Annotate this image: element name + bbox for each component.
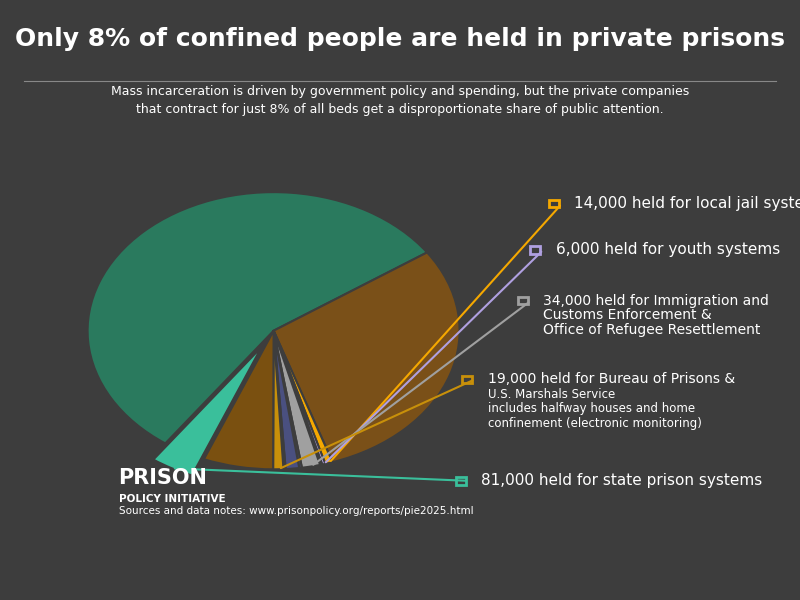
Text: 81,000 held for state prison systems: 81,000 held for state prison systems bbox=[482, 473, 762, 488]
Wedge shape bbox=[274, 331, 302, 468]
Wedge shape bbox=[154, 347, 262, 475]
Text: confinement (electronic monitoring): confinement (electronic monitoring) bbox=[487, 417, 702, 430]
Text: U.S. Marshals Service: U.S. Marshals Service bbox=[487, 388, 614, 401]
Text: 34,000 held for Immigration and: 34,000 held for Immigration and bbox=[543, 293, 769, 308]
Wedge shape bbox=[274, 331, 322, 465]
Wedge shape bbox=[273, 331, 283, 469]
Bar bbox=[456, 477, 466, 485]
Text: Mass incarceration is driven by government policy and spending, but the private : Mass incarceration is driven by governme… bbox=[111, 85, 689, 98]
Wedge shape bbox=[274, 331, 299, 469]
Wedge shape bbox=[204, 331, 274, 469]
Bar bbox=[462, 376, 472, 383]
Wedge shape bbox=[274, 331, 286, 469]
Text: 6,000 held for youth systems: 6,000 held for youth systems bbox=[556, 242, 780, 257]
Bar bbox=[530, 246, 540, 254]
Wedge shape bbox=[274, 331, 326, 464]
Text: Customs Enforcement &: Customs Enforcement & bbox=[543, 308, 712, 322]
Text: Only 8% of confined people are held in private prisons: Only 8% of confined people are held in p… bbox=[15, 27, 785, 51]
Wedge shape bbox=[274, 253, 459, 462]
Wedge shape bbox=[274, 331, 320, 468]
Bar bbox=[549, 200, 558, 208]
Wedge shape bbox=[88, 192, 427, 443]
Text: POLICY INITIATIVE: POLICY INITIATIVE bbox=[118, 494, 226, 504]
Text: Sources and data notes: www.prisonpolicy.org/reports/pie2025.html: Sources and data notes: www.prisonpolicy… bbox=[118, 506, 474, 517]
Wedge shape bbox=[274, 331, 333, 464]
Text: 14,000 held for local jail systems: 14,000 held for local jail systems bbox=[574, 196, 800, 211]
Text: includes halfway houses and home: includes halfway houses and home bbox=[487, 402, 694, 415]
Text: 19,000 held for Bureau of Prisons &: 19,000 held for Bureau of Prisons & bbox=[487, 372, 734, 386]
Text: Office of Refugee Resettlement: Office of Refugee Resettlement bbox=[543, 323, 761, 337]
Text: that contract for just 8% of all beds get a disproportionate share of public att: that contract for just 8% of all beds ge… bbox=[136, 103, 664, 116]
Bar bbox=[518, 297, 528, 304]
Text: PRISON: PRISON bbox=[118, 468, 207, 488]
